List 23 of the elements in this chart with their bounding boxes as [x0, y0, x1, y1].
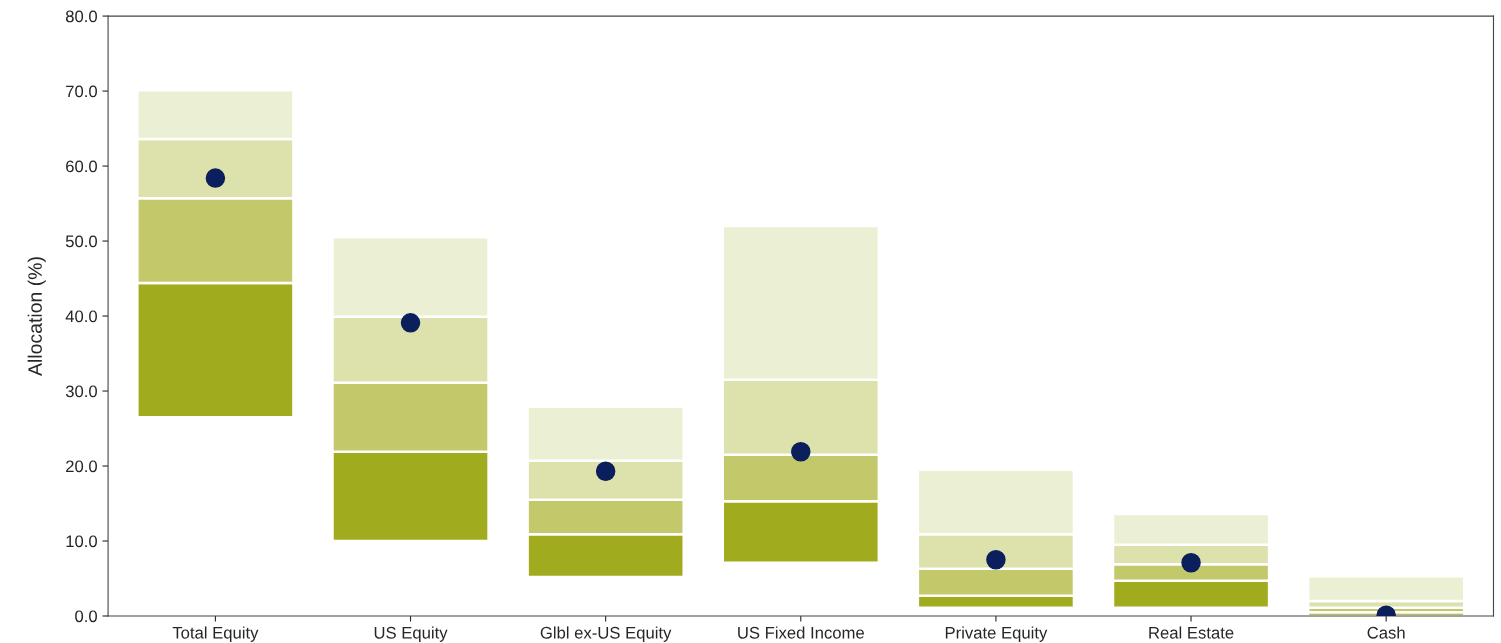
- point: [400, 313, 421, 333]
- x-tick-label: Private Equity: [945, 626, 1048, 642]
- y-tick-label: 30.0: [65, 385, 98, 398]
- point: [791, 442, 811, 462]
- y-axis-title: Allocation (%): [27, 257, 46, 376]
- point: [1181, 553, 1201, 573]
- x-tick-label: Cash: [1367, 626, 1405, 639]
- y-tick-label: 0.0: [75, 610, 98, 623]
- x-tick-label: US Equity: [374, 626, 448, 642]
- point: [986, 550, 1006, 570]
- y-tick-label: 80.0: [65, 10, 98, 23]
- x-tick-label: Glbl ex-US Equity: [540, 626, 672, 642]
- x-tick-label: Total Equity: [172, 626, 259, 642]
- x-tick-label: Real Estate: [1149, 626, 1234, 639]
- y-tick-label: 10.0: [66, 535, 98, 548]
- point: [595, 461, 616, 482]
- y-tick-label: 40.0: [65, 310, 98, 323]
- y-tick-label: 70.0: [66, 85, 98, 98]
- y-tick-label: 50.0: [65, 235, 98, 248]
- point: [205, 168, 226, 188]
- y-tick-label: 60.0: [66, 160, 98, 173]
- y-tick-label: 20.0: [66, 460, 98, 473]
- x-tick-label: US Fixed Income: [738, 626, 864, 639]
